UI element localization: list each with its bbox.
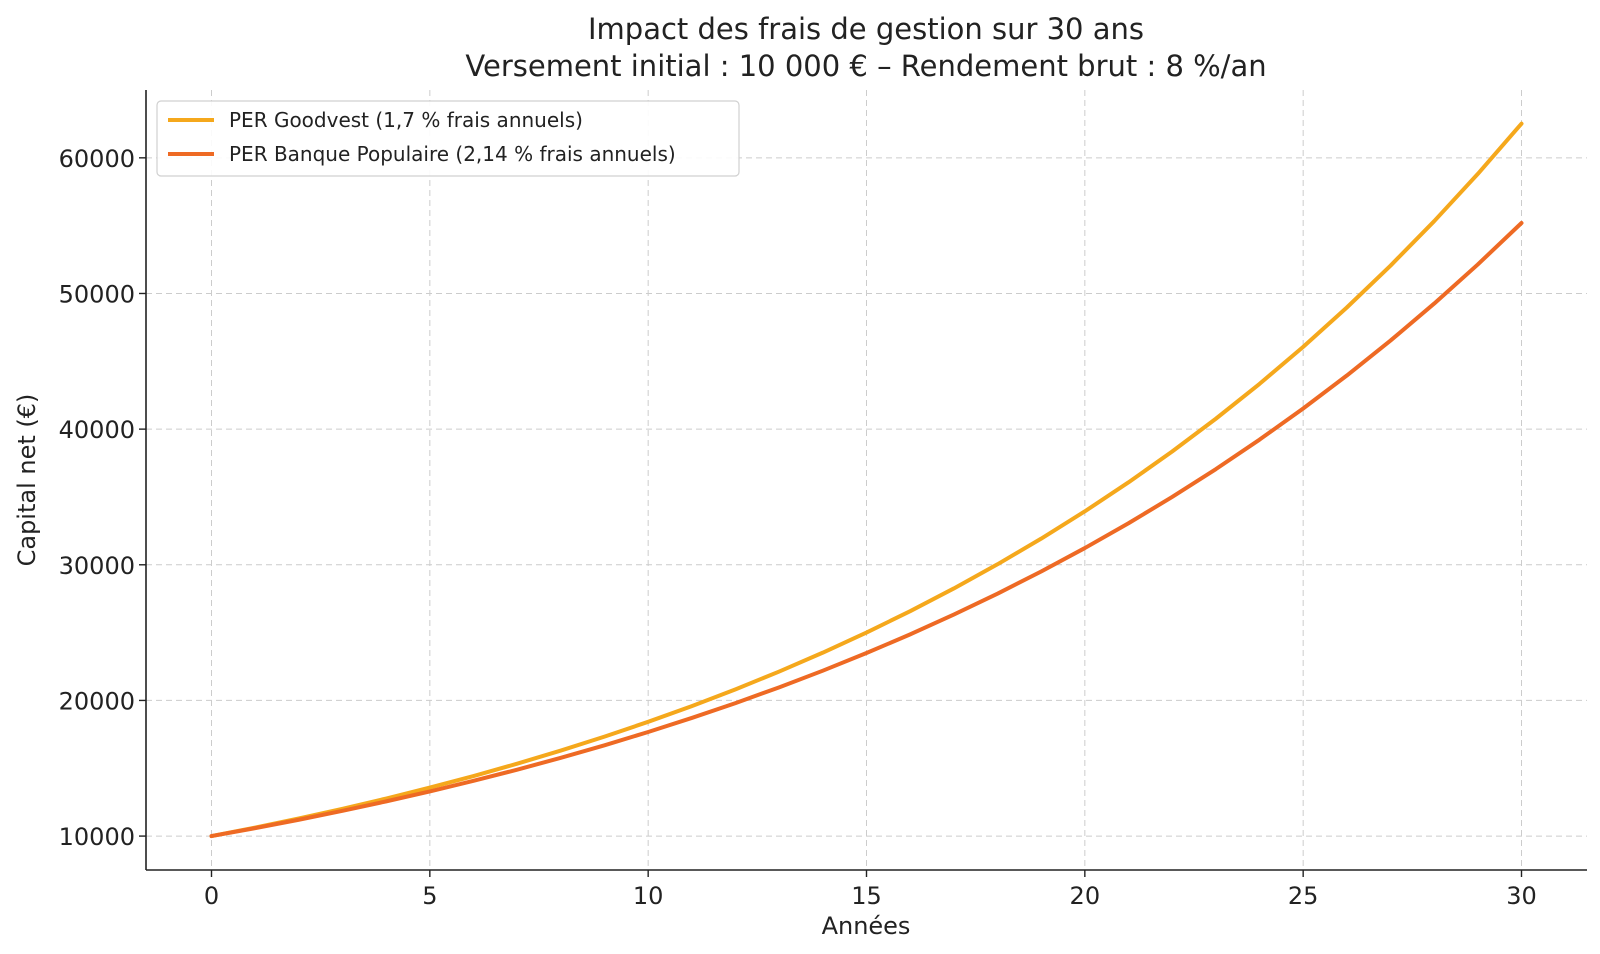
y-axis-ticks: 10000 20000 30000 40000 50000 60000 xyxy=(59,145,146,851)
series-line-goodvest xyxy=(209,121,1524,839)
x-tick-label: 15 xyxy=(851,882,882,910)
legend: PER Goodvest (1,7 % frais annuels) PER B… xyxy=(156,100,740,177)
x-tick-label: 0 xyxy=(204,882,219,910)
x-tick-label: 30 xyxy=(1506,882,1537,910)
y-axis-label: Capital net (€) xyxy=(13,394,41,567)
y-tick-label: 50000 xyxy=(59,280,135,308)
y-tick-label: 60000 xyxy=(59,145,135,173)
y-tick-label: 30000 xyxy=(59,552,135,580)
chart-title: Impact des frais de gestion sur 30 ans xyxy=(588,12,1144,46)
x-tick-label: 5 xyxy=(422,882,437,910)
chart-subtitle: Versement initial : 10 000 € – Rendement… xyxy=(465,49,1266,83)
y-tick-label: 20000 xyxy=(59,687,135,715)
x-axis-label: Années xyxy=(822,912,911,940)
series-lines xyxy=(209,121,1524,839)
x-tick-label: 10 xyxy=(633,882,664,910)
grid xyxy=(146,90,1587,870)
legend-box xyxy=(156,100,740,177)
legend-label-banque-populaire: PER Banque Populaire (2,14 % frais annue… xyxy=(229,142,676,166)
legend-label-goodvest: PER Goodvest (1,7 % frais annuels) xyxy=(229,108,583,132)
x-axis-ticks: 0 5 10 15 20 25 30 xyxy=(204,870,1537,910)
x-tick-label: 20 xyxy=(1070,882,1101,910)
x-tick-label: 25 xyxy=(1288,882,1319,910)
y-tick-label: 10000 xyxy=(59,823,135,851)
y-tick-label: 40000 xyxy=(59,416,135,444)
series-line-banque-populaire xyxy=(209,220,1524,839)
